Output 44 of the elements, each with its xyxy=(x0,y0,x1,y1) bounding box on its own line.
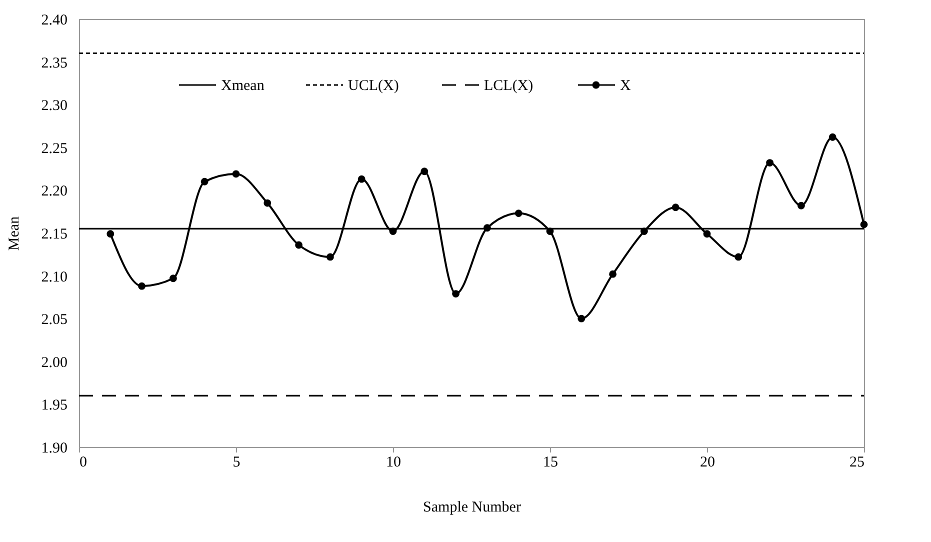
y-tick-label: 2.25 xyxy=(41,140,68,157)
point xyxy=(169,274,177,282)
point xyxy=(326,253,334,261)
point xyxy=(358,175,366,183)
point xyxy=(703,230,711,238)
y-tick-label: 2.15 xyxy=(41,226,68,242)
x-tick-label: 20 xyxy=(700,454,715,470)
legend-label: LCL(X) xyxy=(484,78,534,94)
x-tick-label: 5 xyxy=(232,454,240,470)
point xyxy=(672,204,680,212)
point xyxy=(264,199,272,207)
x-tick-label: 15 xyxy=(543,454,558,470)
y-tick-label: 2.20 xyxy=(41,184,68,200)
y-tick-label: 2.00 xyxy=(41,354,68,371)
x-axis-title: Sample Number xyxy=(423,500,521,516)
legend-label: X xyxy=(620,78,631,94)
point xyxy=(232,170,240,178)
point xyxy=(797,202,805,210)
point xyxy=(766,159,774,167)
x-tick-label: 25 xyxy=(850,454,864,470)
legend-label: UCL(X) xyxy=(348,78,399,94)
y-tick-label: 1.95 xyxy=(41,398,68,414)
point xyxy=(200,178,208,186)
point xyxy=(452,290,460,298)
x-tick-label: 10 xyxy=(386,454,401,470)
point xyxy=(106,230,114,238)
y-tick-label: 2.40 xyxy=(41,12,68,28)
point xyxy=(514,210,522,218)
point xyxy=(609,270,617,278)
legend-label: Xmean xyxy=(221,78,265,94)
point xyxy=(138,282,146,290)
y-tick-label: 1.90 xyxy=(41,440,68,456)
point xyxy=(578,314,586,322)
point xyxy=(860,220,868,228)
y-axis-title: Mean xyxy=(6,216,22,251)
point xyxy=(420,168,428,176)
x-tick-label: 0 xyxy=(80,454,87,470)
y-tick-label: 2.05 xyxy=(41,312,68,328)
point xyxy=(734,253,742,261)
point xyxy=(828,133,836,141)
y-tick-label: 2.30 xyxy=(41,98,68,114)
y-tick-label: 2.35 xyxy=(41,55,68,72)
y-tick-label: 2.10 xyxy=(41,269,68,286)
point xyxy=(295,241,303,249)
